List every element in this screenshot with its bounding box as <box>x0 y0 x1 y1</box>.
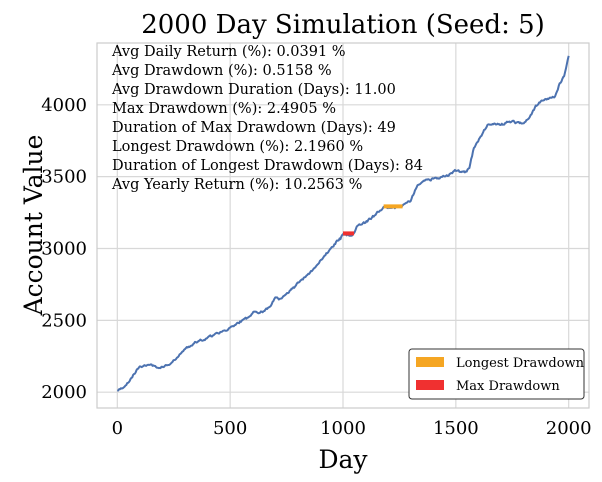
stat-longest-drawdown: Longest Drawdown (%): 2.1960 % <box>112 139 363 155</box>
y-axis-label: Account Value <box>19 135 48 317</box>
legend-label-max-drawdown: Max Drawdown <box>456 379 560 394</box>
stat-longest-drawdown-duration: Duration of Longest Drawdown (Days): 84 <box>112 158 423 174</box>
stat-avg-drawdown: Avg Drawdown (%): 0.5158 % <box>111 63 332 79</box>
plot-frame <box>96 42 590 409</box>
y-tick-label: 4000 <box>41 95 87 116</box>
y-tick-label: 2000 <box>41 382 87 403</box>
x-tick-label: 0 <box>112 418 123 439</box>
stat-avg-yearly-return: Avg Yearly Return (%): 10.2563 % <box>111 177 362 193</box>
legend-label-longest-drawdown: Longest Drawdown <box>456 356 585 371</box>
legend: Longest Drawdown Max Drawdown <box>408 348 585 400</box>
x-tick-label: 500 <box>213 418 247 439</box>
x-tick-label: 2000 <box>546 418 592 439</box>
legend-swatch-max-drawdown <box>416 380 444 390</box>
stat-max-drawdown: Max Drawdown (%): 2.4905 % <box>112 101 336 117</box>
chart-title: 2000 Day Simulation (Seed: 5) <box>141 10 545 40</box>
stat-avg-daily-return: Avg Daily Return (%): 0.0391 % <box>111 44 346 60</box>
tick-labels: 0 500 1000 1500 2000 2000 2500 3000 3500 4000 <box>41 95 591 439</box>
stat-max-drawdown-duration: Duration of Max Drawdown (Days): 49 <box>112 120 396 136</box>
drawdown-highlights <box>343 204 403 236</box>
y-tick-label: 3000 <box>41 238 87 259</box>
x-tick-label: 1500 <box>433 418 479 439</box>
y-tick-label: 3500 <box>41 167 87 188</box>
x-tick-label: 1000 <box>320 418 366 439</box>
stat-avg-drawdown-duration: Avg Drawdown Duration (Days): 11.00 <box>111 82 396 98</box>
legend-box <box>408 348 585 400</box>
x-axis-label: Day <box>318 445 368 474</box>
legend-swatch-longest-drawdown <box>416 357 444 367</box>
y-tick-label: 2500 <box>41 310 87 331</box>
grid <box>97 43 589 408</box>
stats-annotation: Avg Daily Return (%): 0.0391 % Avg Drawd… <box>111 44 423 193</box>
